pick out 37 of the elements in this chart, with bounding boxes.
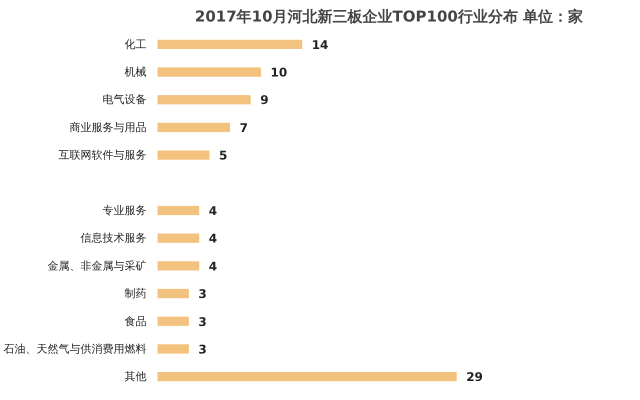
data-label: 10 xyxy=(270,66,288,80)
data-label: 3 xyxy=(198,287,207,302)
chart-title: 2017年10月河北新三板企业TOP100行业分布 单位：家 xyxy=(194,8,584,26)
bar xyxy=(158,288,189,298)
y-tick-label: 信息技术服务 xyxy=(80,232,146,245)
bar xyxy=(158,344,189,354)
data-label: 7 xyxy=(240,120,248,135)
bar xyxy=(158,206,200,216)
data-label: 4 xyxy=(208,232,218,246)
bar xyxy=(158,316,189,326)
data-label: 29 xyxy=(466,370,483,384)
bar xyxy=(158,122,230,132)
bar xyxy=(158,234,200,243)
y-tick-label: 化工 xyxy=(124,38,146,51)
data-label: 4 xyxy=(208,204,218,218)
data-label: 14 xyxy=(312,38,328,52)
bar xyxy=(158,40,302,49)
data-label: 3 xyxy=(198,342,207,356)
y-tick-label: 专业服务 xyxy=(102,204,146,217)
y-tick-label: 金属、非金属与采矿 xyxy=(48,259,146,272)
data-label: 5 xyxy=(219,148,228,163)
y-tick-label: 制药 xyxy=(124,287,146,300)
bar xyxy=(158,372,457,382)
data-label: 3 xyxy=(198,314,207,329)
bar xyxy=(158,67,262,77)
y-tick-label: 商业服务与用品 xyxy=(70,120,146,134)
data-label: 4 xyxy=(208,259,218,274)
bar xyxy=(158,150,210,160)
y-tick-label: 电气设备 xyxy=(102,93,146,106)
y-tick-label: 其他 xyxy=(124,370,146,384)
y-tick-label: 机械 xyxy=(124,66,146,79)
y-tick-label: 食品 xyxy=(124,314,146,328)
bar xyxy=(158,261,200,271)
y-tick-label: 互联网软件与服务 xyxy=(58,148,146,162)
data-label: 9 xyxy=(260,93,269,108)
y-tick-label: 石油、天然气与供消费用燃料 xyxy=(4,342,146,356)
bar xyxy=(158,95,251,104)
